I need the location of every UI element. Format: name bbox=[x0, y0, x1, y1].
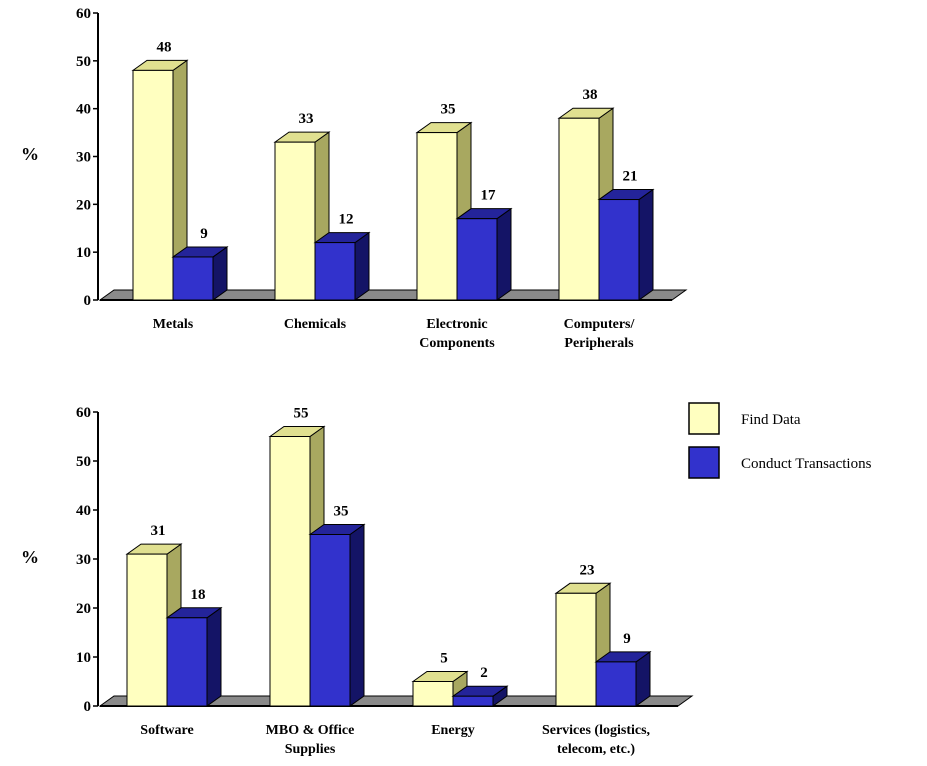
data-label: 12 bbox=[339, 212, 354, 228]
data-label: 17 bbox=[481, 188, 497, 204]
y-tick-label: 30 bbox=[76, 150, 91, 166]
category-label: Computers/Peripherals bbox=[564, 317, 636, 351]
bar-front-face bbox=[452, 695, 494, 707]
bar-front-face bbox=[595, 661, 637, 707]
data-label: 9 bbox=[200, 226, 208, 242]
category-label: Electronic Components bbox=[419, 317, 495, 351]
category-label: Metals bbox=[153, 317, 194, 332]
bar-front-face bbox=[274, 141, 316, 301]
y-tick-label: 0 bbox=[84, 293, 92, 309]
bar-conduct-transactions bbox=[165, 606, 223, 707]
bar-front-face bbox=[598, 199, 640, 301]
bar-front-face bbox=[555, 592, 597, 707]
data-label: 9 bbox=[623, 631, 631, 647]
data-label: 48 bbox=[157, 39, 172, 55]
y-tick-label: 20 bbox=[76, 601, 91, 617]
y-tick-label: 20 bbox=[76, 197, 91, 213]
category-label: Chemicals bbox=[284, 317, 347, 332]
bar-conduct-transactions bbox=[455, 207, 513, 301]
data-label: 5 bbox=[440, 651, 448, 667]
category-label: MBO & Office Supplies bbox=[266, 723, 355, 757]
bar-front-face bbox=[558, 117, 600, 301]
bar-side-face bbox=[638, 188, 654, 301]
data-label: 2 bbox=[480, 665, 488, 681]
data-label: 21 bbox=[623, 169, 638, 185]
legend-swatch-find-data bbox=[688, 402, 720, 435]
y-tick-label: 50 bbox=[76, 54, 91, 70]
data-label: 33 bbox=[299, 111, 314, 127]
legend-swatch-conduct-transactions bbox=[688, 446, 720, 479]
bar-front-face bbox=[412, 681, 454, 707]
y-axis-label: % bbox=[21, 144, 39, 164]
bar-conduct-transactions bbox=[171, 245, 229, 301]
bar-side-face bbox=[496, 207, 512, 301]
y-tick-label: 60 bbox=[76, 6, 91, 22]
bar-side-face bbox=[354, 231, 370, 301]
data-label: 55 bbox=[294, 406, 309, 422]
data-label: 38 bbox=[583, 87, 598, 103]
bar-chart-2: 0 10 20 30 40 50 60% 31 18 Software 55 35 MBO & Offi… bbox=[21, 405, 694, 757]
bar-side-face bbox=[206, 606, 222, 707]
data-label: 31 bbox=[151, 523, 166, 539]
bar-front-face bbox=[126, 553, 168, 707]
bar-find-data bbox=[415, 121, 473, 301]
legend: Find Data Conduct Transactions bbox=[688, 402, 872, 479]
bar-front-face bbox=[416, 132, 458, 301]
bar-conduct-transactions bbox=[451, 685, 509, 707]
y-tick-label: 40 bbox=[76, 503, 91, 519]
legend-label: Find Data bbox=[741, 412, 801, 428]
bar-side-face bbox=[349, 523, 365, 707]
bar-front-face bbox=[172, 256, 214, 301]
category-label: Energy bbox=[431, 723, 475, 738]
category-label: Software bbox=[140, 723, 193, 738]
data-label: 35 bbox=[441, 102, 456, 118]
y-axis-label: % bbox=[21, 547, 39, 567]
bar-chart-1: 0 10 20 30 40 50 60% 48 9 Metals 33 12 Chemicals 35 17… bbox=[21, 6, 688, 351]
data-label: 18 bbox=[191, 587, 206, 603]
bar-front-face bbox=[269, 436, 311, 707]
y-tick-label: 40 bbox=[76, 102, 91, 118]
bar-front-face bbox=[309, 534, 351, 707]
bar-front-face bbox=[456, 218, 498, 301]
bar-conduct-transactions bbox=[313, 231, 371, 301]
bar-front-face bbox=[314, 242, 356, 301]
y-tick-label: 50 bbox=[76, 454, 91, 470]
y-tick-label: 60 bbox=[76, 405, 91, 421]
bar-conduct-transactions bbox=[597, 188, 655, 301]
legend-label: Conduct Transactions bbox=[741, 456, 872, 472]
category-label: Services (logistics, telecom, etc.) bbox=[542, 723, 650, 757]
y-tick-label: 0 bbox=[84, 699, 92, 715]
bar-front-face bbox=[132, 69, 174, 301]
y-tick-label: 30 bbox=[76, 552, 91, 568]
data-label: 23 bbox=[580, 562, 595, 578]
y-tick-label: 10 bbox=[76, 245, 91, 261]
bar-conduct-transactions bbox=[308, 523, 366, 707]
y-tick-label: 10 bbox=[76, 650, 91, 666]
bar-conduct-transactions bbox=[594, 650, 652, 707]
data-label: 35 bbox=[334, 504, 349, 520]
bar-front-face bbox=[166, 617, 208, 707]
